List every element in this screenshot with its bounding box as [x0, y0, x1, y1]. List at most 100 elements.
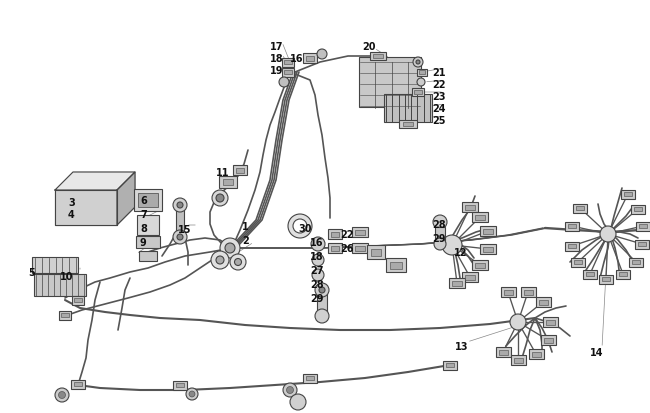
Polygon shape [55, 172, 135, 190]
Text: 22: 22 [340, 230, 354, 240]
Circle shape [600, 226, 616, 242]
Bar [465, 275, 474, 280]
Bar [34, 274, 86, 296]
Text: 8: 8 [140, 224, 147, 234]
Circle shape [510, 314, 526, 330]
Text: 29: 29 [310, 294, 324, 304]
Bar [32, 257, 78, 273]
Circle shape [177, 202, 183, 208]
Bar [624, 192, 632, 196]
Bar [545, 320, 554, 325]
Bar [367, 245, 385, 259]
Circle shape [315, 309, 329, 323]
Circle shape [413, 57, 423, 67]
Bar [285, 70, 292, 74]
Polygon shape [117, 172, 135, 225]
Circle shape [216, 194, 224, 202]
Circle shape [315, 283, 329, 297]
Text: 18: 18 [270, 54, 283, 64]
Text: 10: 10 [60, 272, 73, 282]
Text: 11: 11 [216, 168, 229, 178]
Bar [386, 258, 406, 272]
Circle shape [312, 254, 324, 266]
Bar [573, 204, 587, 213]
Text: 25: 25 [432, 116, 445, 126]
Bar [514, 358, 523, 363]
Bar [495, 347, 510, 357]
Circle shape [293, 219, 307, 233]
Bar [74, 382, 82, 386]
Text: 16: 16 [290, 54, 304, 64]
Bar [137, 215, 159, 235]
Bar [303, 53, 317, 63]
Bar [139, 251, 157, 261]
Circle shape [311, 237, 325, 251]
Bar [462, 202, 478, 212]
Bar [331, 245, 339, 251]
Circle shape [287, 387, 294, 394]
Bar [285, 60, 292, 64]
Bar [543, 337, 552, 342]
Text: 20: 20 [362, 42, 376, 52]
Bar [138, 193, 158, 207]
Circle shape [220, 238, 240, 258]
Text: 28: 28 [432, 220, 446, 230]
Bar [415, 90, 422, 94]
Bar [59, 311, 71, 320]
Text: 7: 7 [140, 210, 147, 220]
Polygon shape [55, 190, 117, 225]
Bar [370, 249, 382, 256]
Bar [636, 221, 650, 230]
Bar [571, 257, 585, 266]
Bar [71, 380, 85, 389]
Bar [619, 272, 627, 276]
Circle shape [416, 60, 420, 64]
Circle shape [212, 190, 228, 206]
Bar [446, 363, 454, 367]
Bar [528, 349, 543, 359]
Bar [384, 94, 432, 122]
Circle shape [225, 243, 235, 253]
Text: 16: 16 [310, 238, 324, 248]
Bar [352, 227, 368, 237]
Bar [632, 260, 640, 264]
Text: 28: 28 [310, 280, 324, 290]
Bar [483, 228, 493, 233]
Bar [435, 227, 445, 243]
Circle shape [235, 259, 242, 266]
Bar [390, 261, 402, 268]
Bar [638, 242, 646, 246]
Circle shape [186, 388, 198, 400]
Text: 26: 26 [340, 244, 354, 254]
Text: 19: 19 [270, 66, 283, 76]
Circle shape [290, 394, 306, 410]
Text: 6: 6 [140, 196, 147, 206]
Bar [616, 270, 630, 278]
Text: 14: 14 [590, 348, 603, 358]
Bar [480, 244, 496, 254]
Circle shape [417, 78, 425, 86]
Bar [282, 57, 294, 66]
Bar [282, 67, 294, 76]
Bar [621, 190, 635, 199]
Bar [523, 290, 532, 294]
Bar [176, 204, 184, 236]
Bar [510, 355, 525, 365]
Bar [576, 206, 584, 210]
Bar [306, 376, 314, 380]
Bar [639, 224, 647, 228]
Bar [629, 257, 643, 266]
Circle shape [189, 391, 195, 397]
Bar [373, 54, 383, 58]
Circle shape [55, 388, 69, 402]
Circle shape [58, 392, 66, 399]
Bar [631, 204, 645, 214]
Text: 17: 17 [270, 42, 283, 52]
Circle shape [433, 215, 447, 229]
Bar [452, 280, 462, 285]
Text: 2: 2 [242, 236, 249, 246]
Text: 30: 30 [298, 224, 311, 234]
Bar [543, 317, 558, 327]
Bar [532, 351, 541, 356]
Circle shape [173, 230, 187, 244]
